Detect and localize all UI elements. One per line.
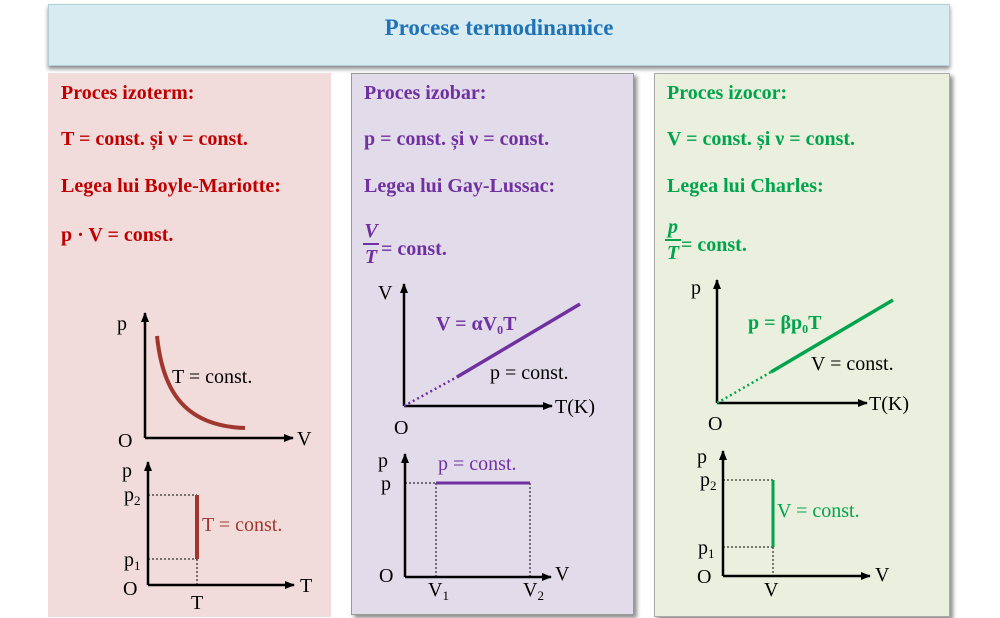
v1-label: V1 [428, 579, 449, 603]
izocor-pv-graph: p V O p2 p1 V V = const. [697, 446, 890, 601]
origin-label: O [118, 430, 132, 452]
origin-label: O [394, 417, 408, 439]
izocor-condition: V = const. și ν = const. [667, 128, 856, 150]
curve-label: T = const. [172, 366, 252, 388]
izoterm-pv-graph: p V O T = const. [117, 312, 312, 452]
x-axis-label: V [875, 564, 890, 586]
y-axis-label: p [691, 277, 701, 299]
izoterm-pt-graph: p T O p2 p1 T T = const. [122, 460, 312, 614]
x-axis-label: T [300, 575, 312, 597]
y-axis-label: p [122, 460, 132, 482]
isobar-line [456, 302, 581, 379]
panel-izobar [351, 73, 634, 615]
izobar-law: Legea lui Gay-Lussac: [364, 175, 556, 197]
izobar-frac-numerator: V [364, 220, 378, 242]
x-axis-label: T(K) [869, 393, 909, 415]
isotherm-curve [155, 335, 246, 430]
izobar-condition: p = const. și ν = const. [364, 128, 550, 150]
title-banner: Procese termodinamice [48, 4, 950, 66]
y-axis-label: p [117, 313, 127, 335]
extrapolation-dotted [403, 375, 458, 408]
y-axis-label: V [378, 282, 393, 304]
p1-label: p1 [124, 549, 141, 573]
izobar-heading: Proces izobar: [364, 82, 487, 104]
origin-label: O [697, 566, 711, 588]
izoterm-formula: p · V = const. [61, 224, 174, 246]
line-label: p = const. [438, 453, 517, 475]
izobar-pv-graph: p p V O V1 V2 p = const. [378, 450, 570, 603]
line-equation-label: p = βp₀T [748, 312, 822, 334]
p-tick-label: p [381, 473, 391, 495]
line-equation-label: V = αV₀T [436, 313, 517, 335]
fraction-bar [363, 243, 379, 245]
p2-label: p2 [124, 484, 141, 508]
izocor-pt-graph: p T(K) O p = βp₀T V = const. [691, 277, 909, 435]
y-axis-label: p [697, 446, 707, 468]
const-label: V = const. [811, 353, 894, 375]
x-axis-label: V [555, 563, 570, 585]
izocor-frac-numerator: p [668, 216, 678, 238]
izobar-fraction: V T [363, 220, 379, 268]
panel-izocor [654, 73, 950, 617]
origin-label: O [123, 578, 137, 600]
extrapolation-dotted [716, 370, 772, 405]
izocor-heading: Proces izocor: [667, 82, 788, 104]
origin-label: O [708, 413, 722, 435]
izobar-formula-rest: = const. [381, 238, 447, 260]
y-axis-label: p [378, 450, 388, 472]
v-tick-label: V [764, 579, 779, 601]
fraction-bar [665, 239, 681, 241]
izocor-law: Legea lui Charles: [667, 175, 824, 197]
t-tick-label: T [191, 592, 203, 614]
p1-label: p1 [698, 537, 715, 561]
line-label: V = const. [777, 500, 860, 522]
izocor-formula-rest: = const. [681, 234, 747, 256]
izocor-fraction: p T [665, 216, 681, 264]
x-axis-label: V [297, 428, 312, 450]
p2-label: p2 [700, 469, 717, 493]
panel-izoterm [48, 73, 331, 617]
isochore-line [770, 298, 894, 374]
origin-label: O [379, 565, 393, 587]
izocor-frac-denominator: T [666, 242, 680, 264]
izoterm-condition: T = const. și ν = const. [61, 128, 248, 150]
page-title: Procese termodinamice [384, 15, 614, 40]
izoterm-law: Legea lui Boyle-Mariotte: [61, 175, 281, 197]
izoterm-heading: Proces izoterm: [61, 82, 195, 104]
izobar-vt-graph: V T(K) O V = αV₀T p = const. [378, 282, 595, 439]
x-axis-label: T(K) [555, 396, 595, 418]
v2-label: V2 [523, 579, 544, 603]
izobar-frac-denominator: T [364, 246, 378, 268]
const-label: p = const. [490, 362, 569, 384]
line-label: T = const. [202, 514, 282, 536]
